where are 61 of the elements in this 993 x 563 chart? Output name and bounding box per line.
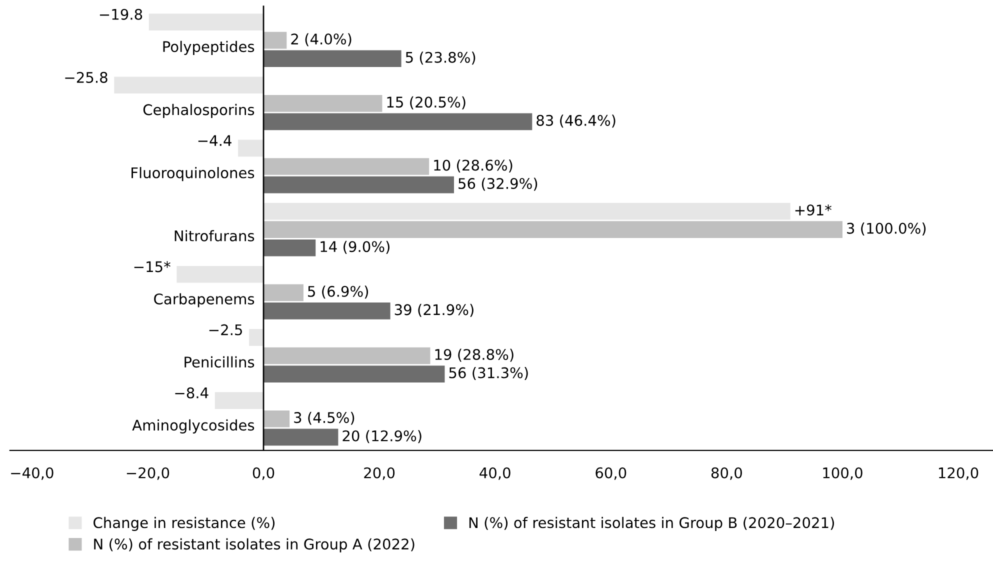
x-tick-label: 40,0: [480, 467, 510, 480]
data-label: 39 (21.9%): [394, 304, 474, 317]
data-label: −15*: [134, 261, 170, 272]
data-label: 5 (6.9%): [308, 286, 368, 299]
bar: [264, 95, 382, 112]
y-tick-label: Aminoglycosides: [132, 419, 254, 434]
data-label: 19 (28.8%): [435, 348, 514, 362]
data-label: 14 (9.0%): [320, 240, 390, 254]
data-label: 15 (20.5%): [387, 96, 466, 110]
data-label: 3 (100.0%): [847, 222, 926, 236]
x-tick-label: 120,0: [938, 467, 978, 480]
data-label: −8.4: [175, 387, 208, 398]
y-tick-label: Polypeptides: [163, 40, 254, 55]
bar: [264, 239, 316, 256]
bar: [264, 202, 790, 220]
bar: [264, 366, 445, 382]
data-label: +91*: [795, 204, 832, 216]
bar: [114, 76, 264, 94]
data-label: 2 (4.0%): [291, 33, 352, 46]
y-tick-label: Cephalosporins: [143, 104, 254, 118]
x-tick-label: 100,0: [823, 467, 862, 480]
data-label: 5 (23.8%): [406, 52, 476, 65]
bar: [264, 32, 287, 49]
bar: [176, 266, 264, 283]
legend-label: N (%) of resistant isolates in Group B (2020–2021): [469, 516, 834, 532]
data-label: −19.8: [100, 8, 142, 20]
bar: [214, 392, 264, 409]
data-label: 3 (4.5%): [294, 412, 354, 425]
data-label: 56 (31.3%): [449, 367, 528, 380]
bar: [264, 347, 430, 364]
bar: [148, 14, 264, 30]
legend-label: Change in resistance (%): [94, 516, 275, 532]
y-tick-label: Nitrofurans: [174, 230, 254, 242]
data-label: −4.4: [198, 135, 232, 146]
x-tick-label: −40,0: [11, 467, 54, 480]
bar: [264, 221, 842, 238]
data-label: −2.5: [209, 324, 242, 336]
bar: [264, 50, 402, 68]
y-tick-label: Fluoroquinolones: [132, 167, 254, 182]
x-tick-label: 60,0: [596, 467, 626, 480]
bar: [264, 113, 532, 130]
x-tick-label: 20,0: [364, 467, 395, 480]
x-tick-label: 80,0: [711, 467, 742, 480]
bar: [264, 302, 390, 320]
data-label: −25.8: [65, 72, 108, 83]
data-label: 83 (46.4%): [536, 114, 616, 128]
y-tick-label: Carbapenems: [154, 293, 254, 308]
bar: [264, 158, 430, 175]
data-label: 20 (12.9%): [342, 430, 422, 444]
bar: [249, 329, 264, 346]
y-tick-label: Penicillins: [184, 356, 254, 368]
bar: [264, 176, 454, 194]
bar: [238, 140, 264, 157]
legend-label: N (%) of resistant isolates in Group A (2022): [94, 538, 414, 552]
data-label: 56 (32.9%): [458, 178, 538, 191]
x-tick-label: 0,0: [252, 467, 274, 480]
data-label: 10 (28.6%): [434, 159, 512, 172]
bar: [264, 410, 290, 428]
x-tick-label: −20,0: [126, 467, 170, 480]
bar: [264, 284, 304, 302]
bar: [264, 428, 338, 446]
